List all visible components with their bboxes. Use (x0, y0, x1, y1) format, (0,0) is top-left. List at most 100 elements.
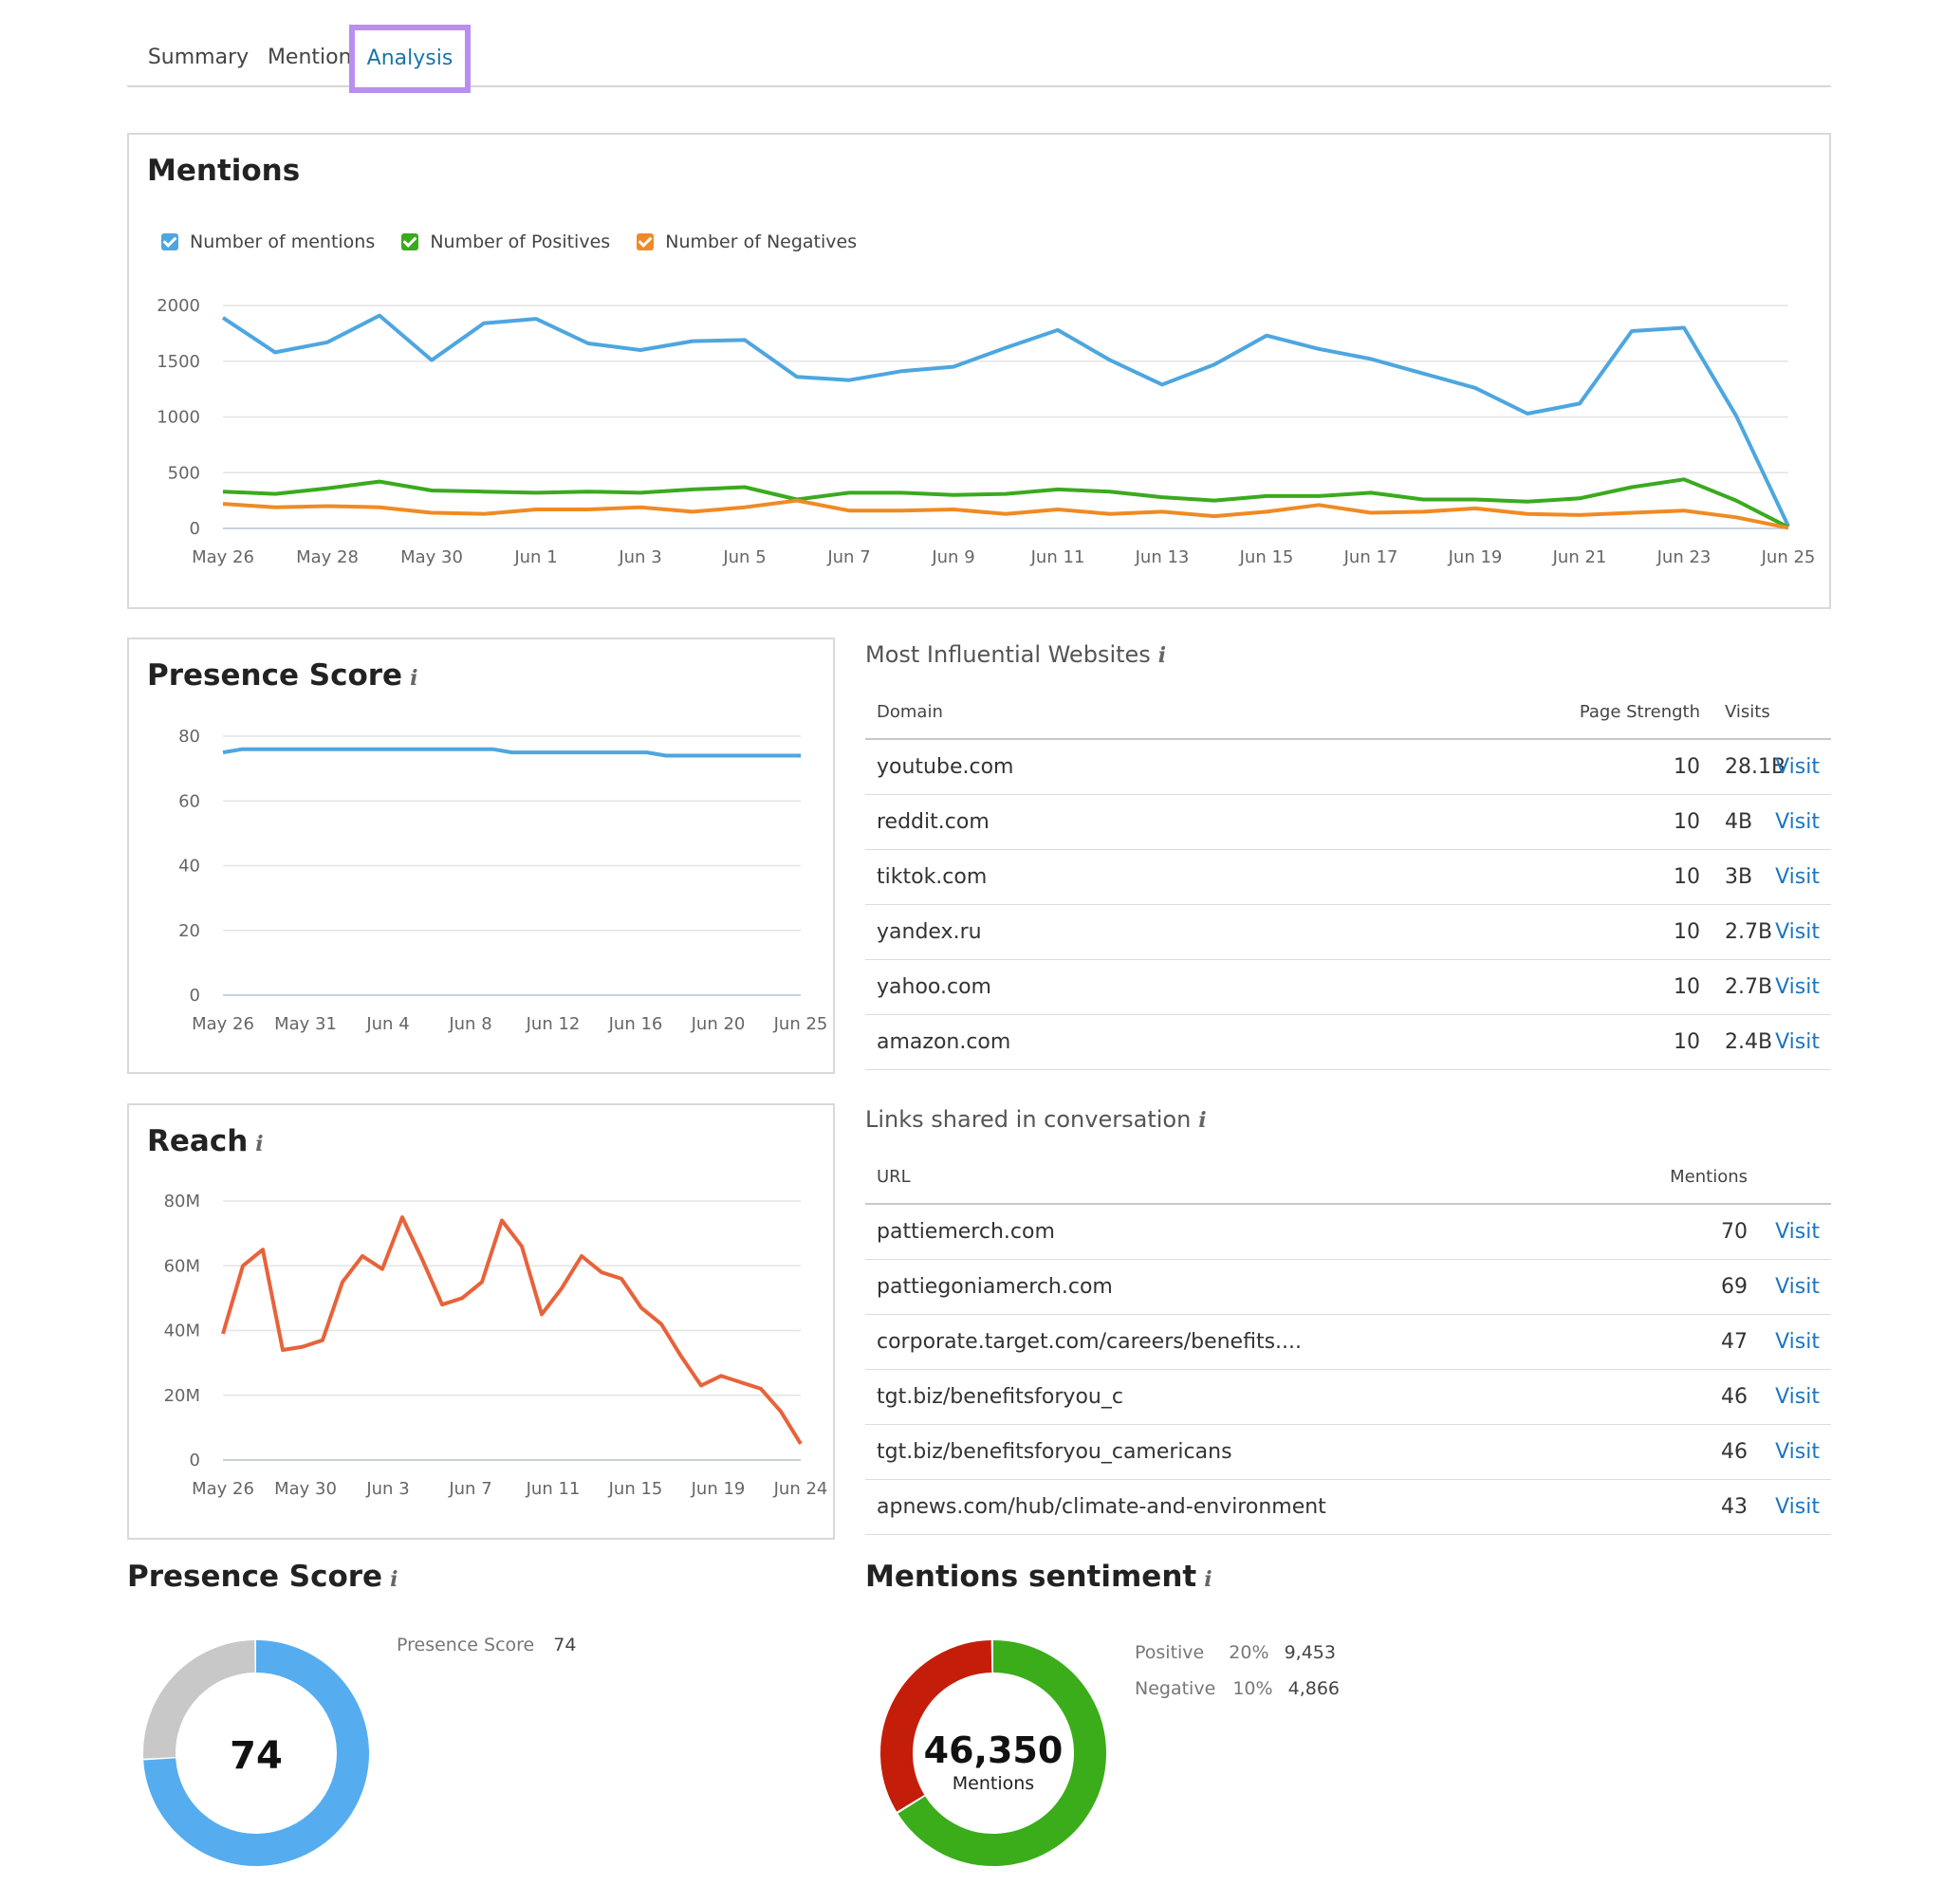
url-cell: tgt.biz/benefitsforyou_camericans (877, 1440, 1232, 1464)
sentiment-negative-label: Negative (1135, 1678, 1216, 1699)
tab-mentions[interactable]: Mentions (267, 46, 363, 69)
visit-link[interactable]: Visit (1775, 1440, 1820, 1464)
url-cell: tgt.biz/benefitsforyou_c (877, 1385, 1123, 1409)
influential-websites-title: Most Influential Websites i (865, 641, 1167, 668)
mentions-cell: 46 (1721, 1385, 1748, 1409)
legend-positives[interactable]: Number of Positives (401, 231, 610, 252)
sentiment-negative-pct: 10% (1232, 1678, 1273, 1699)
table-row: tgt.biz/benefitsforyou_c 46 Visit (865, 1370, 1831, 1425)
domain-cell: yahoo.com (877, 975, 991, 999)
mentions-legend: Number of mentions Number of Positives N… (161, 231, 878, 258)
domain-cell: yandex.ru (877, 920, 982, 944)
table-row: tiktok.com 10 3B Visit (865, 850, 1831, 905)
mentions-cell: 69 (1721, 1275, 1748, 1299)
sentiment-positive-arc (897, 1640, 1106, 1866)
visits-cell: 28.1B (1725, 755, 1786, 779)
table-row: tgt.biz/benefitsforyou_camericans 46 Visit (865, 1425, 1831, 1480)
checkbox-icon (161, 233, 178, 250)
checkbox-icon (637, 233, 655, 250)
legend-negatives[interactable]: Number of Negatives (637, 231, 857, 252)
sentiment-donut: 46,350 Mentions (880, 1640, 1106, 1866)
url-cell: pattiegoniamerch.com (877, 1275, 1113, 1299)
visits-cell: 2.7B (1725, 975, 1773, 999)
influential-websites-table: Domain Page Strength Visits youtube.com 1… (865, 685, 1831, 1070)
presence-donut: 74 (143, 1640, 369, 1866)
legend-label: Number of Negatives (665, 231, 858, 252)
sentiment-positive-count: 9,453 (1284, 1642, 1336, 1663)
links-shared-title: Links shared in conversation i (865, 1106, 1207, 1133)
column-url[interactable]: URL (877, 1166, 911, 1187)
presence-donut-value: 74 (230, 1734, 283, 1778)
page-strength-cell: 10 (1674, 865, 1700, 889)
checkbox-icon (401, 233, 419, 250)
reach-card (127, 1103, 835, 1540)
presence-score-card (127, 638, 835, 1074)
url-cell: corporate.target.com/careers/benefits...… (877, 1330, 1303, 1354)
visit-link[interactable]: Visit (1775, 755, 1820, 779)
presence-donut-rest-arc (143, 1640, 256, 1759)
page-strength-cell: 10 (1674, 810, 1700, 834)
page-strength-cell: 10 (1674, 1030, 1700, 1054)
sentiment-positive-pct: 20% (1229, 1642, 1269, 1663)
links-shared-table: URL Mentions pattiemerch.com 70 Visit patti… (865, 1150, 1831, 1535)
tab-bar: Summary Mentions Analysis (127, 25, 1831, 93)
sentiment-negative-count: 4,866 (1287, 1678, 1341, 1699)
page-strength-cell: 10 (1674, 975, 1700, 999)
info-icon[interactable]: i (255, 1132, 264, 1156)
visit-link[interactable]: Visit (1775, 810, 1820, 834)
tab-summary[interactable]: Summary (147, 46, 250, 69)
visits-cell: 2.7B (1725, 920, 1773, 944)
table-header: URL Mentions (865, 1150, 1831, 1205)
info-icon[interactable]: i (410, 666, 418, 691)
table-row: amazon.com 10 2.4B Visit (865, 1015, 1831, 1070)
visits-cell: 4B (1725, 810, 1753, 834)
column-page-strength[interactable]: Page Strength (1579, 701, 1700, 722)
table-row: reddit.com 10 4B Visit (865, 795, 1831, 850)
domain-cell: reddit.com (877, 810, 990, 834)
mentions-cell: 46 (1721, 1440, 1748, 1464)
page-strength-cell: 10 (1674, 755, 1700, 779)
mentions-title: Mentions (147, 154, 301, 188)
legend-mentions[interactable]: Number of mentions (161, 231, 375, 252)
tab-analysis[interactable]: Analysis (349, 25, 471, 93)
presence-score-title: Presence Score i (147, 658, 418, 693)
mentions-card (127, 133, 1831, 609)
info-icon[interactable]: i (1157, 643, 1167, 668)
legend-label: Number of mentions (190, 231, 376, 252)
presence-legend-label: Presence Score (397, 1635, 535, 1655)
mentions-cell: 70 (1721, 1220, 1748, 1244)
column-domain[interactable]: Domain (877, 701, 943, 722)
visit-link[interactable]: Visit (1775, 920, 1820, 944)
sentiment-negative-arc (880, 1640, 992, 1812)
column-visits[interactable]: Visits (1725, 701, 1770, 722)
url-cell: pattiemerch.com (877, 1220, 1055, 1244)
visit-link[interactable]: Visit (1775, 1275, 1820, 1299)
visit-link[interactable]: Visit (1775, 1030, 1820, 1054)
column-mentions[interactable]: Mentions (1670, 1166, 1748, 1187)
domain-cell: youtube.com (877, 755, 1014, 779)
sentiment-legend: Positive 20% 9,453 Negative 10% 4,866 (1135, 1635, 1340, 1707)
sentiment-positive-label: Positive (1135, 1642, 1205, 1663)
table-row: yandex.ru 10 2.7B Visit (865, 905, 1831, 960)
domain-cell: amazon.com (877, 1030, 1011, 1054)
visit-link[interactable]: Visit (1775, 1495, 1820, 1519)
sentiment-positive-row: Positive 20% 9,453 (1135, 1635, 1340, 1671)
visit-link[interactable]: Visit (1775, 975, 1820, 999)
table-row: pattiegoniamerch.com 69 Visit (865, 1260, 1831, 1315)
presence-donut-legend: Presence Score 74 (397, 1635, 576, 1655)
sentiment-total-label: Mentions (953, 1773, 1034, 1794)
table-row: corporate.target.com/careers/benefits...… (865, 1315, 1831, 1370)
presence-legend-value: 74 (553, 1635, 577, 1655)
legend-label: Number of Positives (430, 231, 611, 252)
visit-link[interactable]: Visit (1775, 865, 1820, 889)
url-cell: apnews.com/hub/climate-and-environment (877, 1495, 1326, 1519)
visit-link[interactable]: Visit (1775, 1385, 1820, 1409)
visits-cell: 3B (1725, 865, 1753, 889)
info-icon[interactable]: i (1204, 1567, 1212, 1592)
visit-link[interactable]: Visit (1775, 1330, 1820, 1354)
info-icon[interactable]: i (390, 1567, 398, 1592)
mentions-cell: 47 (1721, 1330, 1748, 1354)
visit-link[interactable]: Visit (1775, 1220, 1820, 1244)
mentions-cell: 43 (1721, 1495, 1748, 1519)
info-icon[interactable]: i (1198, 1108, 1207, 1133)
